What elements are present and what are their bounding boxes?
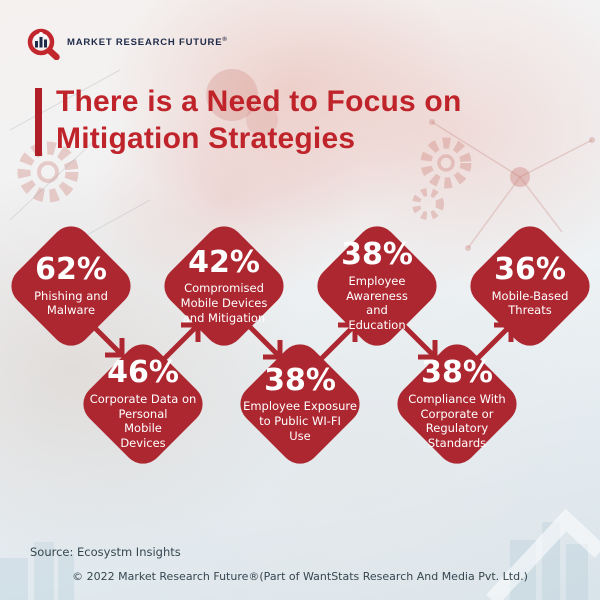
- stat-label: Employee Awareness and Education: [346, 273, 408, 332]
- brand-name: MARKET RESEARCH FUTURE®: [67, 37, 228, 49]
- title-block: There is a Need to Focus on Mitigation S…: [35, 84, 461, 157]
- copyright-note: © 2022 Market Research Future®(Part of W…: [72, 570, 528, 583]
- stat-label: Corporate Data on Personal Mobile Device…: [89, 391, 197, 450]
- stat-value: 38%: [421, 355, 493, 391]
- stat-value: 36%: [494, 252, 566, 288]
- diamond-public-wifi-exposure: 38% Employee Exposure to Public WI-FI Us…: [233, 337, 367, 471]
- diamond-employee-awareness: 38% Employee Awareness and Education: [310, 219, 444, 353]
- stat-label: Compromised Mobile Devices and Mitigatio…: [180, 281, 268, 325]
- stat-value: 62%: [35, 252, 107, 288]
- stat-value: 42%: [188, 244, 260, 280]
- diamond-compliance-standards: 38% Compliance With Corporate or Regulat…: [390, 337, 524, 471]
- diamond-compromised-mobile-devices: 42% Compromised Mobile Devices and Mitig…: [157, 219, 291, 353]
- stat-value: 38%: [341, 237, 413, 273]
- stat-value: 38%: [264, 362, 336, 398]
- page-title-line1: There is a Need to Focus on: [56, 85, 462, 118]
- title-accent-bar: [35, 88, 42, 156]
- stat-label: Phishing and Malware: [34, 288, 108, 318]
- stat-label: Mobile-Based Threats: [491, 288, 569, 318]
- stat-value: 46%: [107, 355, 179, 391]
- source-note: Source: Ecosystm Insights: [30, 545, 181, 559]
- diamond-mobile-based-threats: 36% Mobile-Based Threats: [463, 219, 597, 353]
- stat-label: Compliance With Corporate or Regulatory …: [408, 391, 506, 450]
- diamond-phishing-malware: 62% Phishing and Malware: [4, 219, 138, 353]
- registered-mark: ®: [222, 37, 228, 44]
- brand-logo: MARKET RESEARCH FUTURE®: [26, 26, 228, 60]
- diamond-corporate-data-personal-devices: 46% Corporate Data on Personal Mobile De…: [76, 337, 210, 471]
- page-title: There is a Need to Focus on Mitigation S…: [56, 84, 461, 157]
- brand-logo-icon: [27, 28, 60, 60]
- stat-label: Employee Exposure to Public WI-FI Use: [243, 399, 357, 443]
- page-title-line2: Mitigation Strategies: [56, 121, 356, 155]
